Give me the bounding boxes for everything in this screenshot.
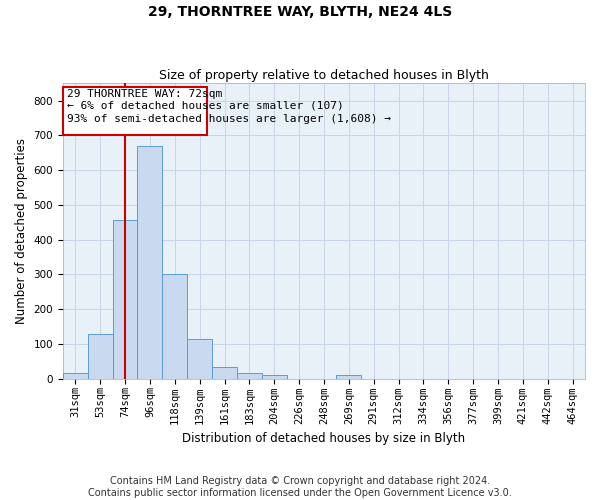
Text: 93% of semi-detached houses are larger (1,608) →: 93% of semi-detached houses are larger (… [67, 114, 391, 124]
Bar [113, 220, 137, 378]
FancyBboxPatch shape [64, 86, 207, 136]
Bar [137, 146, 163, 378]
Bar [88, 334, 113, 378]
Bar [63, 372, 88, 378]
Bar [337, 375, 361, 378]
Y-axis label: Number of detached properties: Number of detached properties [15, 138, 28, 324]
Bar [237, 374, 262, 378]
Text: Contains HM Land Registry data © Crown copyright and database right 2024.
Contai: Contains HM Land Registry data © Crown c… [88, 476, 512, 498]
Bar [212, 367, 237, 378]
Title: Size of property relative to detached houses in Blyth: Size of property relative to detached ho… [159, 69, 489, 82]
X-axis label: Distribution of detached houses by size in Blyth: Distribution of detached houses by size … [182, 432, 466, 445]
Bar [187, 338, 212, 378]
Bar [262, 375, 287, 378]
Text: ← 6% of detached houses are smaller (107): ← 6% of detached houses are smaller (107… [67, 101, 344, 111]
Bar [163, 274, 187, 378]
Text: 29, THORNTREE WAY, BLYTH, NE24 4LS: 29, THORNTREE WAY, BLYTH, NE24 4LS [148, 5, 452, 19]
Text: 29 THORNTREE WAY: 72sqm: 29 THORNTREE WAY: 72sqm [67, 88, 223, 99]
